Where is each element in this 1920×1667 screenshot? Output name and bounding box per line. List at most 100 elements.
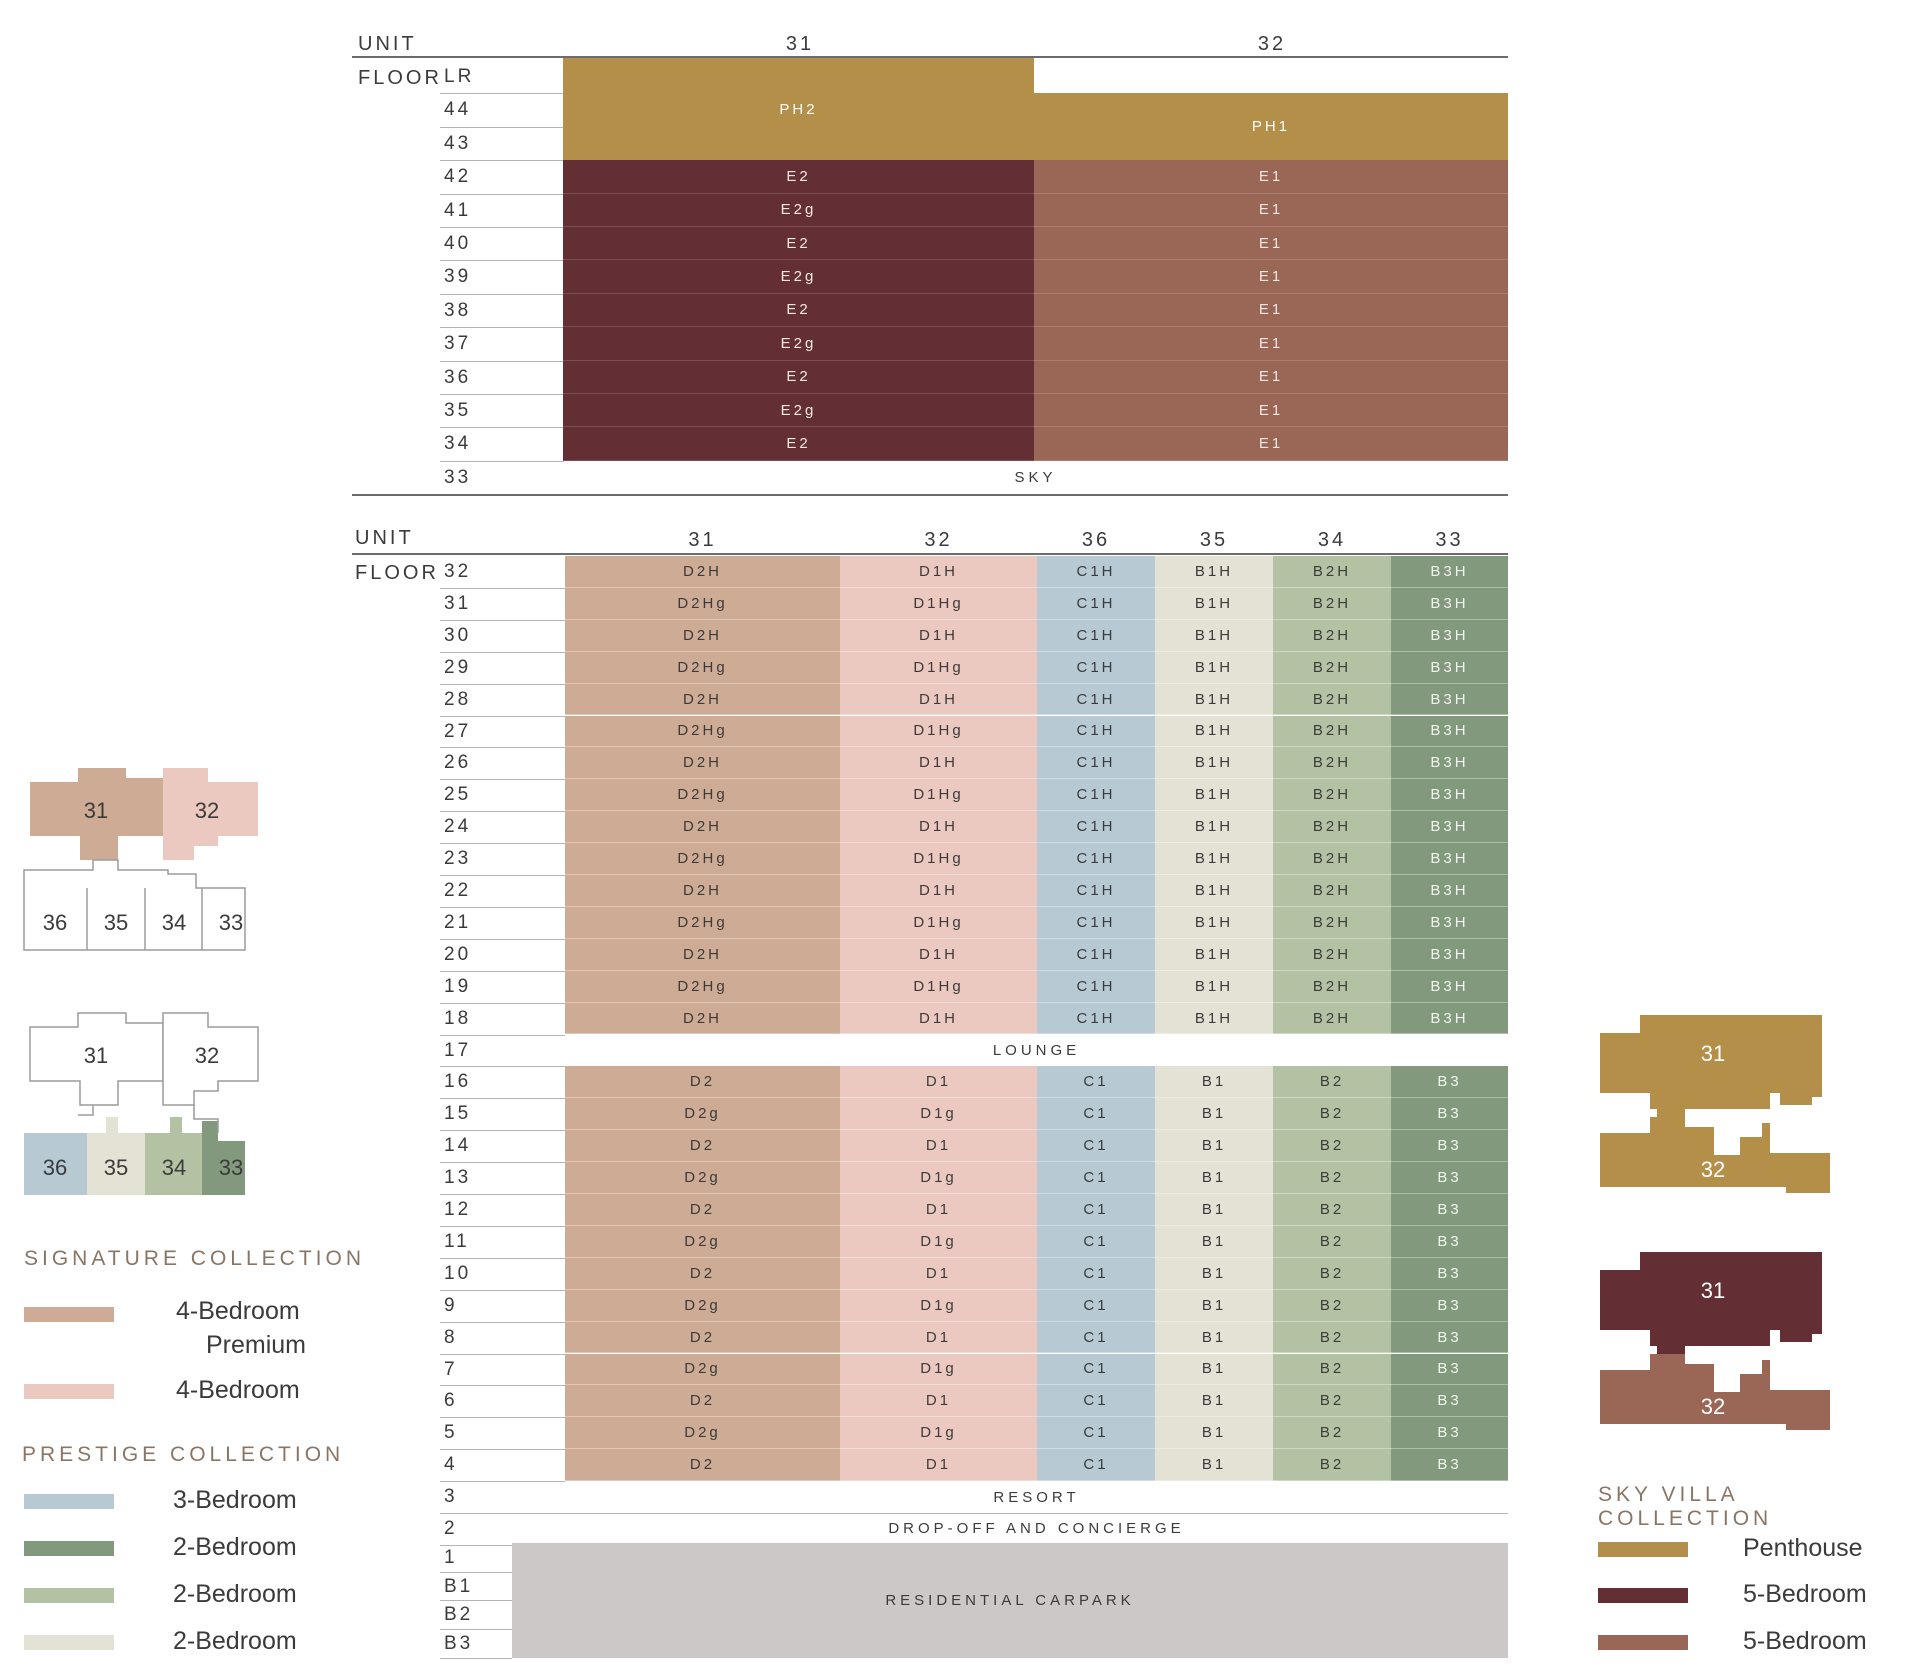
top-floor-label-35: 35	[444, 400, 472, 421]
legend-label-penthouse: Penthouse	[1743, 1534, 1863, 1562]
bottom-floor-rule	[440, 651, 565, 653]
unit-cell-36: C1H	[1037, 970, 1155, 1003]
bottom-floor-rule	[440, 1513, 565, 1514]
unit-cell-33: B3H	[1391, 906, 1508, 939]
legend-label-3bed: 3-Bedroom	[173, 1486, 297, 1514]
top-floor-label-40: 40	[444, 233, 472, 254]
top-floor-label-39: 39	[444, 266, 472, 288]
residential-carpark-block: RESIDENTIAL CARPARK	[512, 1542, 1508, 1658]
unit-cell-34: B2H	[1273, 970, 1391, 1003]
bottom-floor-label-2: 2	[444, 1518, 458, 1539]
keyplan-prestige-unit-32-shape	[162, 1012, 259, 1106]
unit-cell-31: D2g	[565, 1417, 840, 1450]
bottom-floor-label-24: 24	[444, 816, 472, 838]
top-floor-rule	[440, 160, 564, 162]
keyplan-prestige-connector-left	[78, 1105, 94, 1116]
unit-cell-36: C1	[1037, 1194, 1155, 1226]
unit-cell-35: B1	[1155, 1098, 1273, 1131]
sky-band: SKY	[1014, 468, 1057, 486]
keyplan-sky-5bedroom: 31 32	[1600, 1252, 1830, 1430]
top-floor-rule	[440, 360, 564, 362]
bottom-floor-label-30: 30	[444, 624, 472, 646]
bottom-floor-rule	[440, 1385, 565, 1387]
unit-cell-31: D2Hg	[565, 906, 840, 939]
unit-cell-32: D1H	[840, 811, 1037, 844]
top-floor-rule	[440, 227, 564, 228]
bottom-floor-rule	[440, 587, 565, 589]
bottom-unit-label: UNIT	[355, 527, 414, 549]
unit-cell-33: B3H	[1391, 619, 1508, 652]
unit-cell-33: B3H	[1391, 587, 1508, 620]
top-header-rule	[352, 56, 1508, 58]
legend-swatch-penthouse	[1598, 1542, 1688, 1557]
bottom-floor-rule	[440, 1544, 565, 1546]
unit-cell-35: B1H	[1155, 843, 1273, 875]
unit-cell-32: D1H	[840, 683, 1037, 716]
unit-cell-34: B2	[1273, 1321, 1391, 1354]
unit-cell-33: B3	[1391, 1417, 1508, 1450]
unit-cell-31: E2g	[563, 327, 1034, 361]
bottom-floor-rule	[440, 1130, 565, 1132]
unit-cell-35: B1H	[1155, 587, 1273, 620]
carpark-floor-rule	[440, 1571, 512, 1573]
unit-cell-32: E1	[1034, 227, 1508, 261]
bottom-floor-rule	[440, 1225, 565, 1227]
unit-cell-34: B2	[1273, 1353, 1391, 1386]
bottom-floor-label-17: 17	[444, 1039, 472, 1061]
bottom-floor-label-31: 31	[444, 592, 472, 614]
bottom-floor-rule	[440, 1066, 565, 1068]
unit-cell-35: B1H	[1155, 875, 1273, 907]
unit-cell-35: B1	[1155, 1225, 1273, 1258]
unit-cell-31: D2H	[565, 683, 840, 716]
keyplan-prestige-connector-right	[193, 1105, 219, 1133]
unit-cell-32: D1Hg	[840, 843, 1037, 875]
top-floor-label-36: 36	[444, 366, 472, 388]
bottom-floor-rule	[440, 843, 565, 845]
unit-cell-32: E1	[1034, 427, 1508, 461]
unit-cell-32: D1Hg	[840, 651, 1037, 684]
unit-cell-34: B2	[1273, 1162, 1391, 1194]
unit-cell-31: E2g	[563, 394, 1034, 428]
unit-cell-31: D2	[565, 1066, 840, 1099]
keyplan-prestige: 31 32 36 35 34 33	[24, 1012, 259, 1195]
bottom-floor-label-23: 23	[444, 848, 472, 870]
unit-cell-35: B1H	[1155, 715, 1273, 748]
unit-cell-33: B3H	[1391, 683, 1508, 716]
bottom-floor-rule	[440, 1417, 565, 1419]
legend-label-2bed-dark: 2-Bedroom	[173, 1533, 297, 1561]
unit-cell-35: B1H	[1155, 747, 1273, 780]
bottom-floor-rule	[440, 906, 565, 908]
bottom-floor-rule	[440, 747, 565, 749]
bottom-floor-rule	[440, 1353, 565, 1355]
unit-cell-33: B3H	[1391, 875, 1508, 907]
unit-cell-36: C1H	[1037, 587, 1155, 620]
bottom-floor-label-19: 19	[444, 975, 472, 997]
bottom-floor-label-14: 14	[444, 1135, 472, 1157]
unit-cell-34: B2H	[1273, 1002, 1391, 1035]
bottom-floor-label-16: 16	[444, 1071, 472, 1093]
keyplan-prestige-unit-34-shape	[145, 1117, 202, 1195]
keyplan-signature-label-34: 34	[162, 910, 186, 935]
keyplan-prestige-label-35: 35	[104, 1155, 128, 1180]
unit-cell-35: B1	[1155, 1417, 1273, 1450]
unit-cell-32: D1	[840, 1257, 1037, 1290]
unit-cell-34: B2	[1273, 1225, 1391, 1258]
unit-cell-36: C1	[1037, 1417, 1155, 1450]
bottom-unit-34: 34	[1317, 529, 1347, 551]
unit-cell-36: C1	[1037, 1353, 1155, 1386]
unit-cell-35: B1H	[1155, 556, 1273, 588]
unit-cell-36: C1H	[1037, 1002, 1155, 1035]
keyplan-signature-lower-outline	[23, 859, 246, 951]
top-floor-label-37: 37	[444, 333, 472, 355]
bottom-floor-label-22: 22	[444, 880, 472, 901]
unit-cell-34: B2	[1273, 1257, 1391, 1290]
unit-cell-32: E1	[1034, 260, 1508, 294]
unit-cell-31: D2	[565, 1257, 840, 1290]
unit-cell-35: B1	[1155, 1385, 1273, 1418]
unit-cell-33: B3	[1391, 1066, 1508, 1099]
keyplan-sky-penthouse-label-31: 31	[1701, 1041, 1725, 1066]
bottom-floor-label-5: 5	[444, 1422, 458, 1444]
top-unit-31: 31	[785, 33, 815, 55]
top-floor-rule	[440, 394, 564, 395]
unit-cell-31: D2H	[565, 556, 840, 588]
